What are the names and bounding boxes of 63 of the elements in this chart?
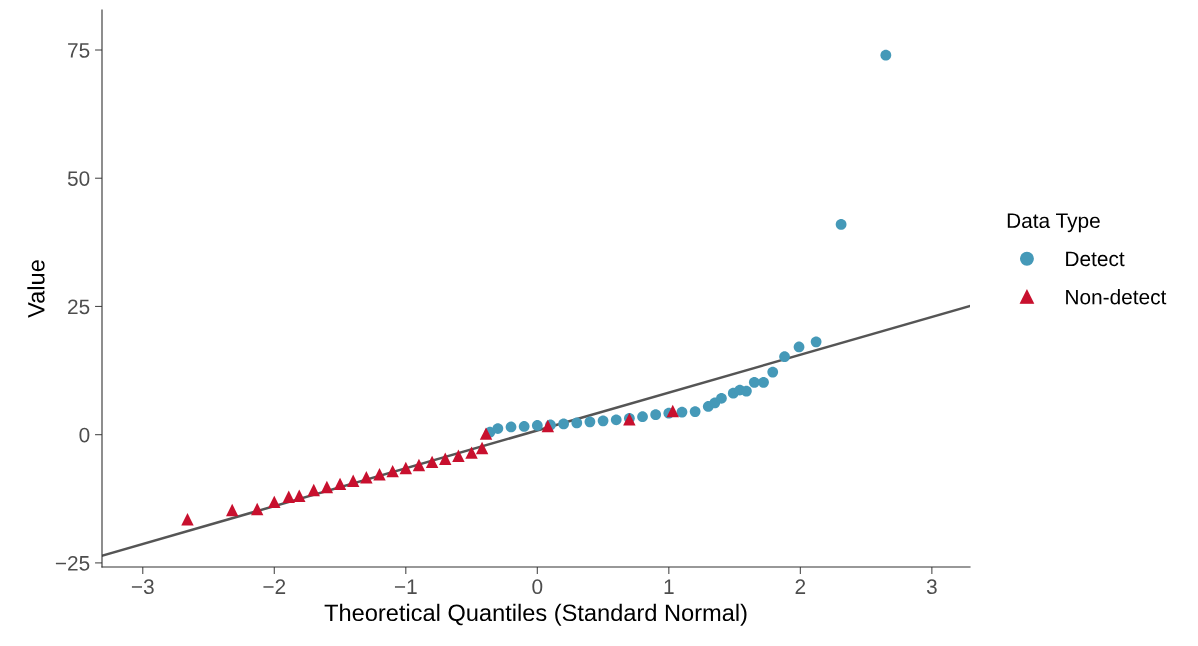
- point: [475, 441, 489, 455]
- x-axis-title: Theoretical Quantiles (Standard Normal): [324, 603, 747, 626]
- point: [767, 366, 779, 378]
- y-tick-label: −25: [55, 555, 90, 571]
- y-tick-label: 50: [67, 171, 90, 186]
- point: [333, 477, 347, 491]
- x-tick-label: 0: [532, 579, 543, 595]
- legend-title: Data Type: [1007, 213, 1100, 233]
- point: [282, 490, 295, 503]
- point: [360, 471, 373, 484]
- point: [758, 376, 769, 388]
- point: [425, 455, 439, 469]
- point: [320, 480, 334, 494]
- point: [505, 421, 517, 433]
- point: [597, 415, 609, 427]
- y-tick-label: 25: [68, 299, 90, 315]
- point: [689, 406, 701, 417]
- point: [793, 341, 805, 353]
- point: [399, 461, 413, 475]
- point: [541, 419, 555, 433]
- point: [558, 418, 569, 430]
- point: [571, 417, 583, 429]
- point: [386, 464, 399, 478]
- point: [492, 423, 504, 434]
- x-tick-label: −2: [263, 579, 286, 594]
- point: [810, 336, 822, 348]
- y-tick-label: 75: [68, 43, 90, 58]
- point: [835, 219, 847, 230]
- point: [250, 502, 264, 516]
- point: [676, 406, 688, 418]
- point: [584, 416, 596, 428]
- point: [531, 420, 543, 431]
- point: [716, 392, 727, 404]
- y-axis-title: Value: [27, 260, 45, 318]
- point: [412, 458, 426, 472]
- point: [741, 385, 752, 397]
- x-tick-label: −1: [394, 579, 417, 594]
- legend-label: Detect: [1066, 251, 1125, 267]
- x-tick-label: 3: [926, 579, 937, 595]
- legend-label: Non-detect: [1066, 289, 1167, 305]
- point: [637, 411, 648, 423]
- point: [748, 376, 760, 388]
- point: [373, 467, 386, 481]
- point: [452, 449, 465, 462]
- point: [666, 404, 679, 418]
- point: [650, 409, 662, 421]
- point: [610, 414, 622, 426]
- x-tick-label: 1: [664, 579, 674, 594]
- x-tick-label: −3: [131, 579, 154, 595]
- point: [346, 474, 360, 488]
- point: [307, 483, 320, 497]
- x-tick-label: 2: [795, 579, 806, 594]
- point: [880, 49, 892, 61]
- point: [225, 503, 239, 517]
- point: [268, 495, 281, 509]
- point: [779, 351, 790, 363]
- point: [181, 513, 194, 526]
- point: [439, 452, 452, 465]
- point: [479, 427, 493, 440]
- point: [518, 421, 530, 432]
- y-tick-label: 0: [79, 427, 90, 443]
- point: [293, 489, 306, 502]
- point: [465, 446, 478, 459]
